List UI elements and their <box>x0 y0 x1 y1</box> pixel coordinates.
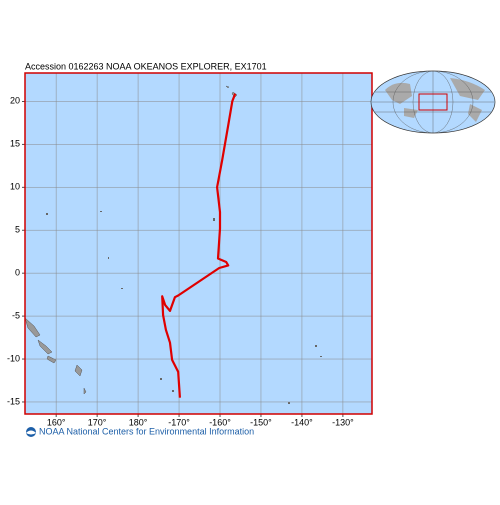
y-tick-label: 0 <box>15 268 20 278</box>
x-tick-label: -150° <box>250 417 272 427</box>
y-tick-label: 15 <box>10 139 20 149</box>
land <box>24 85 238 395</box>
ocean <box>25 73 372 414</box>
graticule: 160° 170° 180° -170° -160° -150° -140° -130° 20 1… <box>7 73 372 427</box>
y-tick-label: 10 <box>10 182 20 192</box>
y-tick-label: 5 <box>15 225 20 235</box>
track-layer <box>161 93 237 398</box>
x-tick-label: -160° <box>209 417 231 427</box>
x-tick-label: -170° <box>168 417 190 427</box>
y-tick-label: -15 <box>7 396 20 406</box>
x-tick-label: 180° <box>129 417 148 427</box>
footer: NOAA National Centers for Environmental … <box>39 426 254 436</box>
y-tick-label: -5 <box>12 310 20 320</box>
islands <box>46 211 322 404</box>
map-title: Accession 0162263 NOAA OKEANOS EXPLORER,… <box>25 61 267 71</box>
cruise-track <box>161 93 237 398</box>
x-tick-label: 160° <box>47 417 66 427</box>
inset-globe <box>370 70 496 134</box>
y-tick-label: -10 <box>7 353 20 363</box>
x-tick-label: -130° <box>332 417 354 427</box>
x-tick-label: -140° <box>291 417 313 427</box>
x-tick-label: 170° <box>88 417 107 427</box>
noaa-logo <box>26 427 36 437</box>
map-frame <box>24 72 373 415</box>
y-tick-label: 20 <box>10 96 20 106</box>
